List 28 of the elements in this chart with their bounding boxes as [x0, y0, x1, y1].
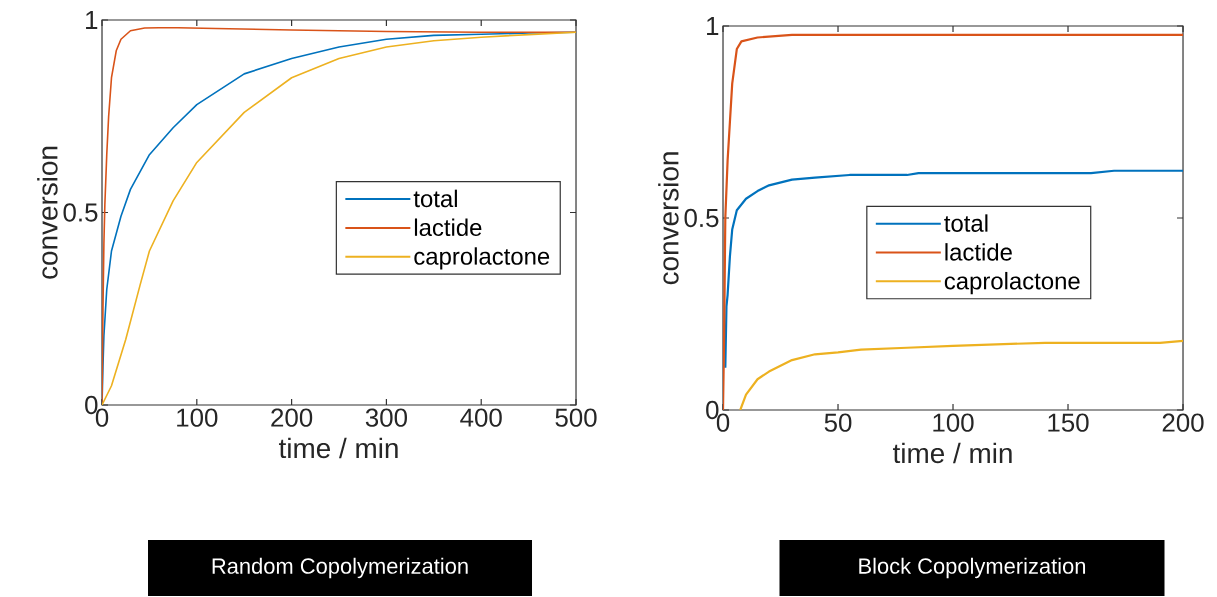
x-tick-label: 200: [271, 408, 313, 427]
x-tick-label: 150: [1048, 413, 1089, 432]
y-tick-label: 0.5: [63, 203, 98, 222]
line-series: [724, 169, 1184, 369]
y-tick-label: 1: [86, 11, 98, 29]
legend-label: caprolactone: [414, 247, 550, 270]
x-tick-label: 100: [177, 408, 218, 427]
legend-label: lactide: [414, 218, 482, 237]
y-tick-label: 0.5: [684, 208, 719, 228]
y-axis-title: conversion: [658, 152, 679, 285]
legend-label: lactide: [945, 243, 1012, 261]
x-tick-label: 100: [933, 413, 974, 432]
x-tick-label: 400: [460, 408, 502, 427]
x-axis-title: time / min: [278, 437, 398, 459]
x-tick-label: 50: [824, 413, 852, 432]
y-tick-label: 1: [707, 17, 719, 35]
text: Block Copolymerization: [859, 557, 1086, 579]
legend-label: caprolactone: [944, 271, 1080, 295]
x-axis-title: time / min: [892, 442, 1012, 464]
x-tick-label: 300: [365, 408, 407, 427]
text: Random Copolymerization: [212, 557, 468, 579]
line-series: [723, 33, 1184, 410]
x-tick-label: 200: [1162, 413, 1204, 432]
legend-label: total: [413, 189, 457, 208]
x-tick-label: 500: [555, 408, 597, 427]
y-axis-title: conversion: [37, 146, 58, 279]
legend-label: total: [944, 214, 988, 232]
line-series: [739, 339, 1184, 410]
